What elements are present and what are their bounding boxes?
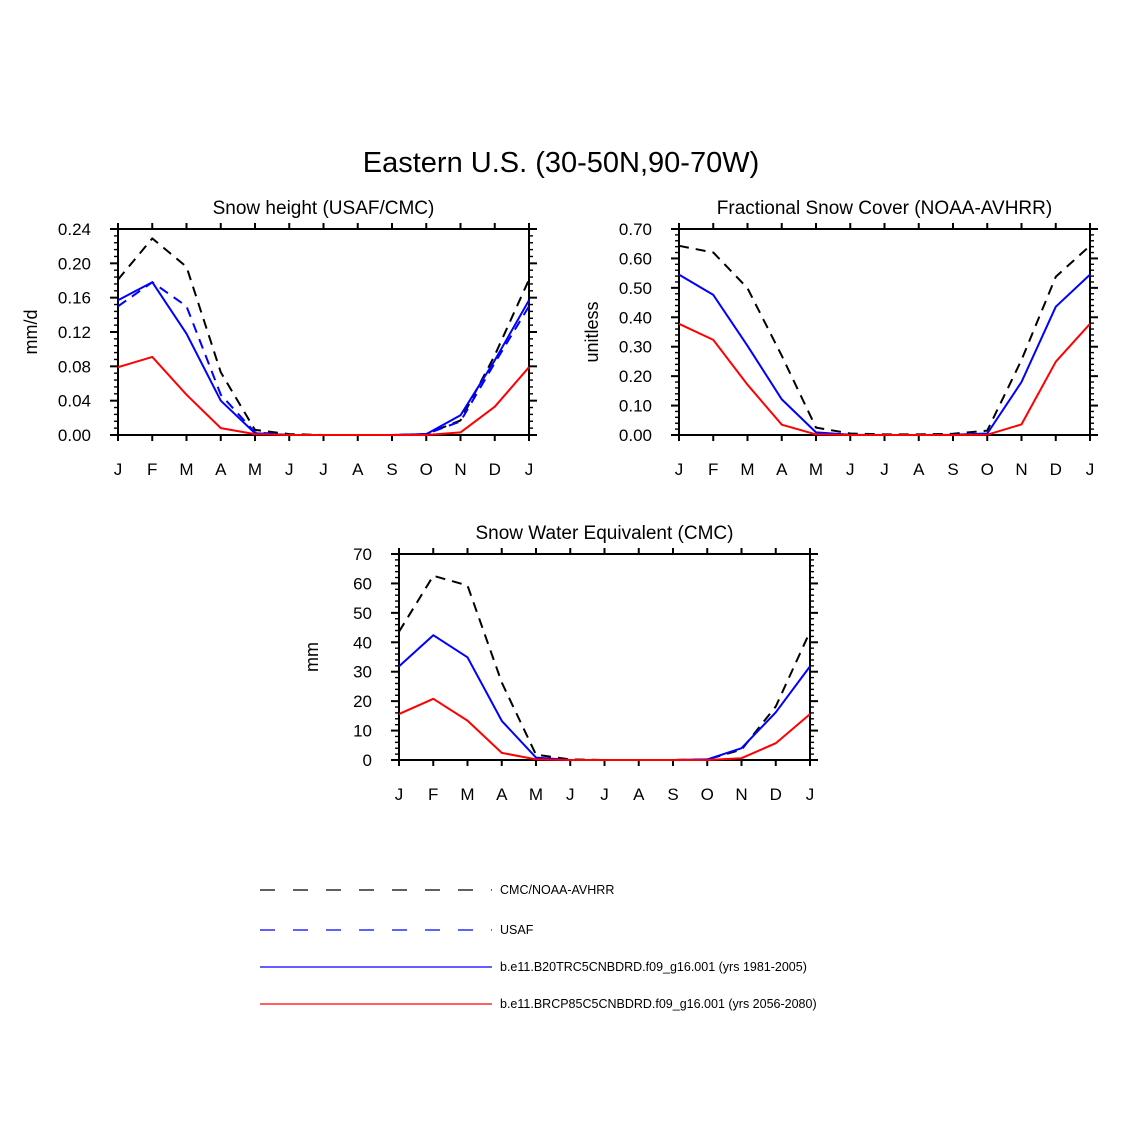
legend-label: b.e11.BRCP85C5CNBDRD.f09_g16.001 (yrs 20… (500, 997, 817, 1011)
series-line (678, 322, 1091, 436)
x-tick-label: M (460, 785, 474, 804)
y-tick-label: 50 (353, 604, 372, 623)
series-line (117, 281, 530, 436)
panel-title: Fractional Snow Cover (NOAA-AVHRR) (717, 198, 1052, 219)
x-tick-label: J (806, 785, 815, 804)
y-tick-label: 0.50 (619, 279, 652, 298)
x-tick-label: F (147, 460, 157, 479)
x-tick-label: A (496, 785, 508, 804)
plot-frame (398, 553, 811, 761)
y-axis-label: mm/d (21, 310, 41, 355)
y-tick-label: 60 (353, 574, 372, 593)
figure-title: Eastern U.S. (30-50N,90-70W) (363, 147, 759, 179)
y-tick-label: 0.10 (619, 397, 652, 416)
panel-title: Snow height (USAF/CMC) (213, 198, 435, 219)
y-tick-label: 0.00 (619, 426, 652, 445)
x-tick-label: J (675, 460, 684, 479)
chart-panel-1: Snow height (USAF/CMC) J F M A M J J A S O N D J 0.00 0… (21, 198, 537, 479)
y-axis-label: unitless (582, 301, 602, 362)
chart-panels: Snow height (USAF/CMC) J F M A M J J A S O N D J 0.00 0… (21, 198, 1098, 804)
series-line (678, 244, 1091, 436)
y-tick-label: 0.30 (619, 338, 652, 357)
x-tick-label: M (740, 460, 754, 479)
x-tick-label: A (913, 460, 925, 479)
x-tick-label: O (981, 460, 994, 479)
y-tick-label: 0.60 (619, 249, 652, 268)
x-tick-label: J (566, 785, 575, 804)
x-tick-label: N (1015, 460, 1027, 479)
series-line (117, 281, 530, 436)
y-tick-label: 0.16 (58, 289, 91, 308)
x-tick-label: D (489, 460, 501, 479)
y-tick-label: 70 (353, 545, 372, 564)
x-tick-label: J (319, 460, 328, 479)
y-tick-label: 0.20 (58, 254, 91, 273)
y-tick-label: 0.12 (58, 323, 91, 342)
x-tick-label: A (633, 785, 645, 804)
x-tick-label: N (735, 785, 747, 804)
y-axis-label: mm (302, 642, 322, 672)
y-tick-label: 0.40 (619, 308, 652, 327)
legend-item: b.e11.BRCP85C5CNBDRD.f09_g16.001 (yrs 20… (260, 997, 817, 1011)
legend-label: USAF (500, 923, 534, 937)
x-tick-label: J (285, 460, 294, 479)
x-tick-label: F (428, 785, 438, 804)
chart-panel-3: Snow Water Equivalent (CMC) J F M A M J J A S O N D J… (302, 523, 818, 804)
legend-item: USAF (260, 923, 534, 937)
legend-label: b.e11.B20TRC5CNBDRD.f09_g16.001 (yrs 198… (500, 960, 807, 974)
x-tick-label: J (114, 460, 123, 479)
legend: CMC/NOAA-AVHRR USAF b.e11.B20TRC5CNBDRD.f0… (260, 883, 817, 1011)
x-tick-label: J (525, 460, 534, 479)
y-tick-label: 0.24 (58, 220, 91, 239)
plot-frame (678, 228, 1091, 436)
chart-panel-2: Fractional Snow Cover (NOAA-AVHRR) J F M A M J… (582, 198, 1098, 479)
x-tick-label: N (454, 460, 466, 479)
y-tick-label: 0.04 (58, 392, 91, 411)
x-tick-label: A (352, 460, 364, 479)
x-tick-label: J (880, 460, 889, 479)
y-tick-label: 0.20 (619, 367, 652, 386)
x-tick-label: J (600, 785, 609, 804)
y-tick-label: 0 (363, 751, 372, 770)
series-line (398, 697, 811, 761)
series-line (398, 634, 811, 761)
y-tick-label: 0.00 (58, 426, 91, 445)
panel-title: Snow Water Equivalent (CMC) (476, 523, 734, 544)
x-tick-label: D (770, 785, 782, 804)
x-tick-label: S (667, 785, 678, 804)
x-tick-label: M (809, 460, 823, 479)
x-tick-label: A (215, 460, 227, 479)
x-tick-label: S (947, 460, 958, 479)
series-line (117, 355, 530, 436)
legend-label: CMC/NOAA-AVHRR (500, 883, 614, 897)
x-tick-label: O (420, 460, 433, 479)
y-tick-label: 0.08 (58, 357, 91, 376)
y-tick-label: 20 (353, 692, 372, 711)
x-tick-label: S (386, 460, 397, 479)
x-tick-label: J (846, 460, 855, 479)
x-tick-label: F (708, 460, 718, 479)
series-line (398, 574, 811, 761)
legend-item: b.e11.B20TRC5CNBDRD.f09_g16.001 (yrs 198… (260, 960, 807, 974)
x-tick-label: A (776, 460, 788, 479)
y-tick-label: 0.70 (619, 220, 652, 239)
y-tick-label: 30 (353, 663, 372, 682)
x-tick-label: M (529, 785, 543, 804)
x-tick-label: J (1086, 460, 1095, 479)
x-tick-label: O (701, 785, 714, 804)
y-tick-label: 10 (353, 722, 372, 741)
legend-item: CMC/NOAA-AVHRR (260, 883, 614, 897)
x-tick-label: D (1050, 460, 1062, 479)
x-tick-label: M (179, 460, 193, 479)
x-tick-label: J (395, 785, 404, 804)
x-tick-label: M (248, 460, 262, 479)
y-tick-label: 40 (353, 633, 372, 652)
